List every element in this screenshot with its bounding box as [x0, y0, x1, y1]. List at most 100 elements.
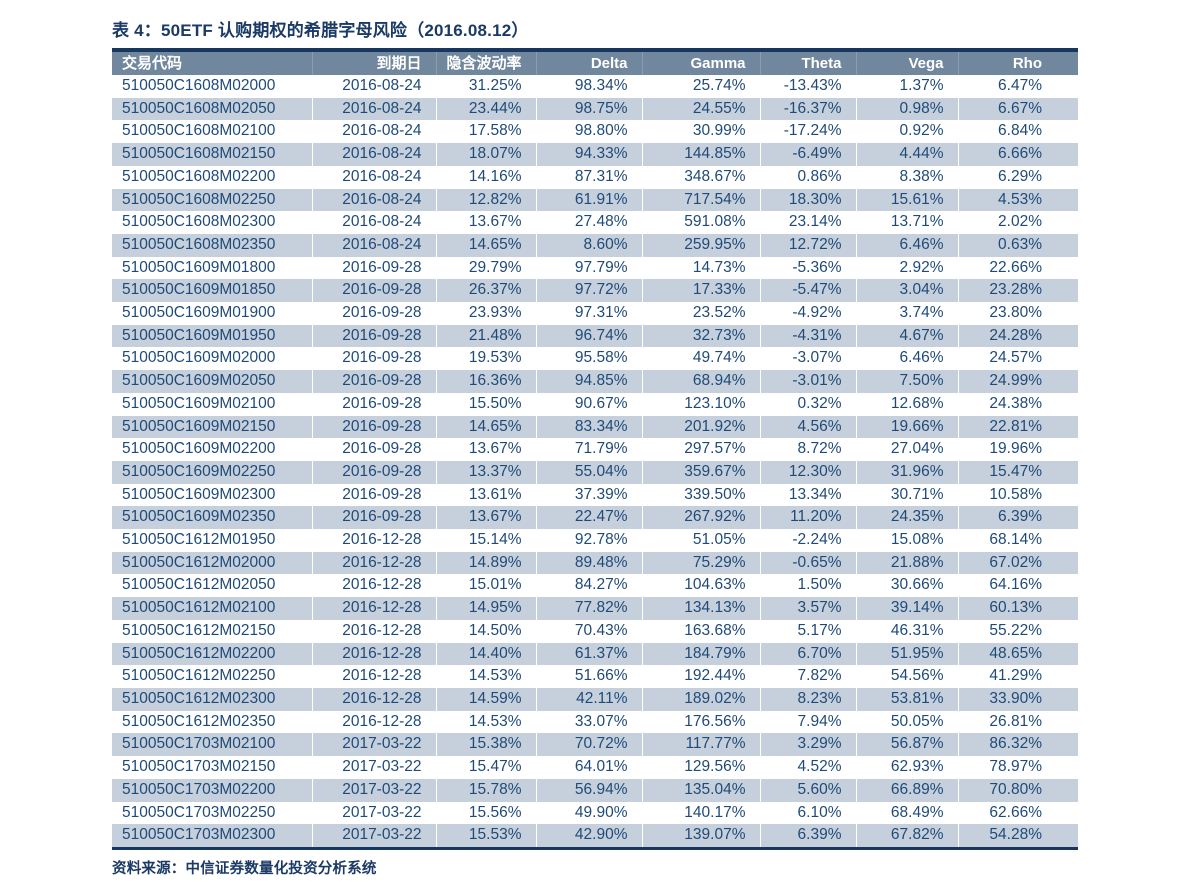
table-cell: 24.99%	[957, 370, 1078, 393]
table-cell: 201.92%	[641, 415, 760, 439]
table-cell: 5.60%	[759, 778, 856, 802]
column-header: Gamma	[641, 48, 760, 75]
table-row: 510050C1703M02100 2017-03-22 15.38% 70.72% 1…	[112, 733, 1078, 757]
table-row: 510050C1612M01950 2016-12-28 15.14% 92.78% 5…	[112, 529, 1078, 552]
table-cell: 8.38%	[855, 165, 958, 189]
table-cell: 7.50%	[855, 370, 958, 393]
table-cell: 192.44%	[641, 665, 760, 688]
table-cell: 25.74%	[641, 75, 760, 98]
table-cell: 510050C1608M02250	[112, 188, 312, 212]
table-cell: 13.67%	[435, 211, 536, 234]
table-cell: 510050C1612M02000	[112, 551, 312, 575]
table-row: 510050C1703M02300 2017-03-22 15.53% 42.90% 1…	[112, 824, 1078, 850]
table-cell: 24.55%	[641, 97, 760, 121]
table-cell: 84.27%	[535, 574, 642, 598]
table-cell: 6.29%	[957, 165, 1078, 189]
table-cell: 139.07%	[641, 824, 760, 850]
table-cell: 359.67%	[641, 460, 760, 484]
table-cell: 24.57%	[957, 347, 1078, 371]
table-cell: 92.78%	[535, 529, 642, 552]
table-cell: 6.39%	[957, 506, 1078, 530]
table-cell: 15.38%	[435, 733, 536, 757]
table-cell: 23.14%	[759, 211, 856, 234]
table-cell: 510050C1608M02000	[122, 77, 276, 94]
table-cell: 13.71%	[855, 211, 958, 234]
table-cell: 14.65%	[435, 415, 536, 439]
table-cell: 31.25%	[435, 75, 536, 98]
table-cell: 14.73%	[641, 256, 760, 280]
table-cell: 7.82%	[759, 665, 856, 688]
table-cell: 267.92%	[641, 506, 760, 530]
table-cell: 176.56%	[641, 710, 760, 734]
table-cell: 591.08%	[641, 211, 760, 234]
table-cell: 4.56%	[759, 415, 856, 439]
table-cell: 510050C1609M02050	[112, 370, 312, 393]
table-cell: 510050C1609M02250	[112, 460, 312, 484]
table-cell: 98.34%	[535, 75, 642, 98]
table-cell: 37.39%	[535, 483, 642, 507]
table-cell: 5.17%	[759, 619, 856, 643]
table-cell: 41.29%	[957, 665, 1078, 688]
table-row: 510050C1609M02000 2016-09-28 19.53% 95.58% 4…	[112, 347, 1078, 371]
column-header: Vega	[855, 48, 958, 75]
table-cell: 15.08%	[855, 529, 958, 552]
table-cell: 510050C1703M02250	[122, 803, 276, 821]
table-cell: 510050C1612M02050	[122, 576, 276, 594]
table-cell: -6.49%	[759, 143, 856, 166]
table-cell: 70.80%	[957, 778, 1078, 802]
table-cell: 6.67%	[957, 97, 1078, 121]
table-cell: 104.63%	[641, 574, 760, 598]
table-row: 510050C1608M02250 2016-08-24 12.82% 61.91% 7…	[112, 188, 1078, 212]
table-row: 510050C1609M02200 2016-09-28 13.67% 71.79% 2…	[112, 438, 1078, 461]
table-cell: 0.98%	[855, 97, 958, 121]
table-cell: 6.84%	[957, 120, 1078, 144]
table-cell: 66.89%	[855, 778, 958, 802]
table-cell: -5.47%	[759, 279, 856, 303]
table-cell: -5.36%	[759, 256, 856, 280]
table-cell: 64.01%	[535, 756, 642, 779]
table-cell: 2016-12-28	[311, 619, 436, 643]
column-header: Theta	[759, 48, 856, 75]
table-cell: 42.11%	[535, 687, 642, 711]
table-cell: 135.04%	[641, 778, 760, 802]
table-cell: 2016-12-28	[311, 687, 436, 711]
table-cell: 54.28%	[957, 824, 1078, 850]
table-cell: 61.91%	[535, 188, 642, 212]
table-cell: 189.02%	[641, 687, 760, 711]
table-cell: 12.68%	[855, 392, 958, 416]
table-cell: 27.48%	[535, 211, 642, 234]
table-cell: 97.79%	[535, 256, 642, 280]
table-cell: 15.47%	[957, 460, 1078, 484]
column-header: 隐含波动率	[435, 48, 536, 75]
table-cell: 7.94%	[759, 710, 856, 734]
table-cell: 259.95%	[641, 233, 760, 257]
table-cell: 2016-08-24	[311, 188, 436, 212]
table-cell: 3.04%	[855, 279, 958, 303]
table-cell: 24.38%	[957, 392, 1078, 416]
table-cell: 510050C1609M01900	[122, 304, 276, 322]
table-cell: 510050C1609M02200	[122, 440, 276, 458]
table-row: 510050C1612M02200 2016-12-28 14.40% 61.37% 1…	[112, 642, 1078, 666]
table-cell: 2016-08-24	[311, 75, 436, 98]
table-cell: -4.31%	[759, 324, 856, 348]
table-cell: 510050C1609M02000	[122, 349, 276, 367]
table-cell: 21.48%	[435, 324, 536, 348]
table-cell: 19.53%	[435, 347, 536, 371]
table-body: 510050C1608M02000 2016-08-24 31.25% 98.34% 2…	[112, 75, 1078, 850]
table-row: 510050C1612M02000 2016-12-28 14.89% 89.48% 7…	[112, 551, 1078, 575]
table-cell: -0.65%	[759, 551, 856, 575]
table-cell: 2016-12-28	[311, 529, 436, 552]
table-row: 510050C1608M02150 2016-08-24 18.07% 94.33% 1…	[112, 143, 1078, 166]
table-row: 510050C1609M01850 2016-09-28 26.37% 97.72% 1…	[112, 279, 1078, 303]
table-cell: 13.34%	[759, 483, 856, 507]
table-cell: 87.31%	[535, 165, 642, 189]
table-cell: 49.74%	[641, 347, 760, 371]
table-cell: 2016-08-24	[311, 211, 436, 234]
table-cell: 510050C1608M02050	[112, 97, 312, 121]
table-cell: 15.14%	[435, 529, 536, 552]
table-cell: 2017-03-22	[311, 778, 436, 802]
source-note: 资料来源：中信证券数量化投资分析系统	[112, 860, 377, 877]
table-cell: 14.50%	[435, 619, 536, 643]
table-cell: 510050C1703M02150	[122, 758, 276, 776]
table-row: 510050C1608M02350 2016-08-24 14.65% 8.60% 25…	[112, 233, 1078, 257]
